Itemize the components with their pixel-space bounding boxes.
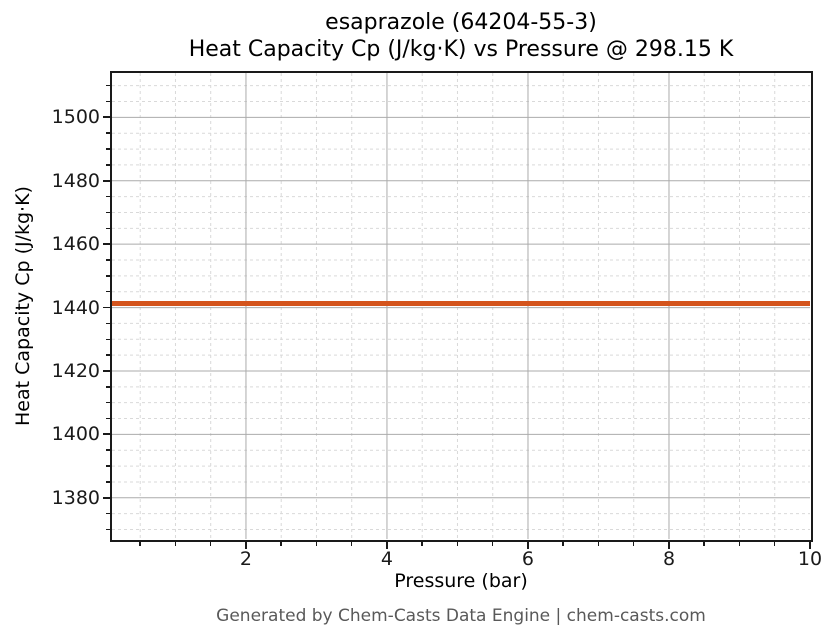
x-minor-tick	[632, 541, 635, 546]
y-tick-label: 1460	[51, 233, 100, 256]
y-major-tick	[102, 306, 110, 309]
x-tick-label: 8	[662, 548, 676, 570]
x-tick-label: 4	[380, 548, 394, 570]
x-major-tick	[809, 541, 811, 549]
y-tick-label: 1420	[51, 359, 100, 382]
y-minor-tick	[105, 449, 110, 451]
y-minor-tick	[105, 275, 110, 277]
y-minor-tick	[105, 227, 110, 230]
y-major-tick	[102, 370, 110, 372]
x-minor-tick	[491, 541, 494, 546]
x-minor-tick	[280, 541, 282, 546]
y-major-tick	[102, 496, 110, 499]
x-minor-tick	[421, 541, 423, 546]
y-major-tick	[102, 116, 110, 119]
y-tick-label: 1400	[51, 423, 100, 446]
y-minor-tick	[105, 338, 110, 341]
y-tick-label: 1380	[51, 486, 100, 509]
y-major-tick	[102, 243, 110, 246]
y-minor-tick	[105, 132, 110, 134]
x-major-tick	[527, 541, 529, 549]
y-minor-tick	[105, 211, 110, 214]
x-minor-tick	[562, 541, 564, 546]
chart-title-line2: Heat Capacity Cp (J/kg·K) vs Pressure @ …	[188, 37, 734, 62]
x-minor-tick	[350, 541, 353, 546]
y-major-tick	[102, 433, 110, 436]
x-tick-label: 10	[797, 548, 823, 570]
y-minor-tick	[105, 290, 110, 293]
y-minor-tick	[105, 417, 110, 420]
x-axis-label: Pressure (bar)	[394, 570, 528, 592]
footer-credit: Generated by Chem-Casts Data Engine | ch…	[216, 606, 706, 626]
y-major-tick	[102, 179, 110, 182]
x-minor-tick	[703, 541, 705, 546]
x-minor-tick	[209, 541, 212, 546]
y-minor-tick	[105, 148, 110, 150]
x-minor-tick	[174, 541, 177, 546]
x-minor-tick	[738, 541, 741, 546]
x-minor-tick	[773, 541, 776, 546]
y-axis-label: Heat Capacity Cp (J/kg·K)	[12, 186, 34, 426]
y-minor-tick	[105, 322, 110, 325]
y-minor-tick	[105, 259, 110, 261]
x-minor-tick	[315, 541, 318, 546]
plot-canvas	[112, 73, 810, 539]
y-minor-tick	[105, 354, 110, 356]
y-minor-tick	[105, 386, 110, 388]
x-minor-tick	[139, 541, 141, 546]
x-major-tick	[245, 541, 247, 549]
y-tick-label: 1480	[51, 169, 100, 192]
y-tick-label: 1440	[51, 296, 100, 319]
x-tick-label: 2	[239, 548, 252, 570]
y-minor-tick	[105, 164, 110, 166]
chart-title: esaprazole (64204-55-3) Heat Capacity Cp…	[112, 9, 810, 63]
x-major-tick	[668, 541, 670, 549]
plot-area	[112, 73, 810, 539]
chart-title-line1: esaprazole (64204-55-3)	[325, 10, 597, 35]
y-minor-tick	[105, 195, 110, 198]
x-tick-label: 6	[521, 548, 535, 570]
y-minor-tick	[105, 528, 110, 531]
y-minor-tick	[105, 401, 110, 404]
y-minor-tick	[105, 100, 110, 103]
y-minor-tick	[105, 512, 110, 515]
y-tick-label: 1500	[51, 106, 100, 129]
x-minor-tick	[597, 541, 600, 546]
y-minor-tick	[105, 84, 110, 87]
x-major-tick	[386, 541, 388, 549]
y-minor-tick	[105, 465, 110, 467]
y-minor-tick	[105, 481, 110, 483]
x-minor-tick	[456, 541, 459, 546]
